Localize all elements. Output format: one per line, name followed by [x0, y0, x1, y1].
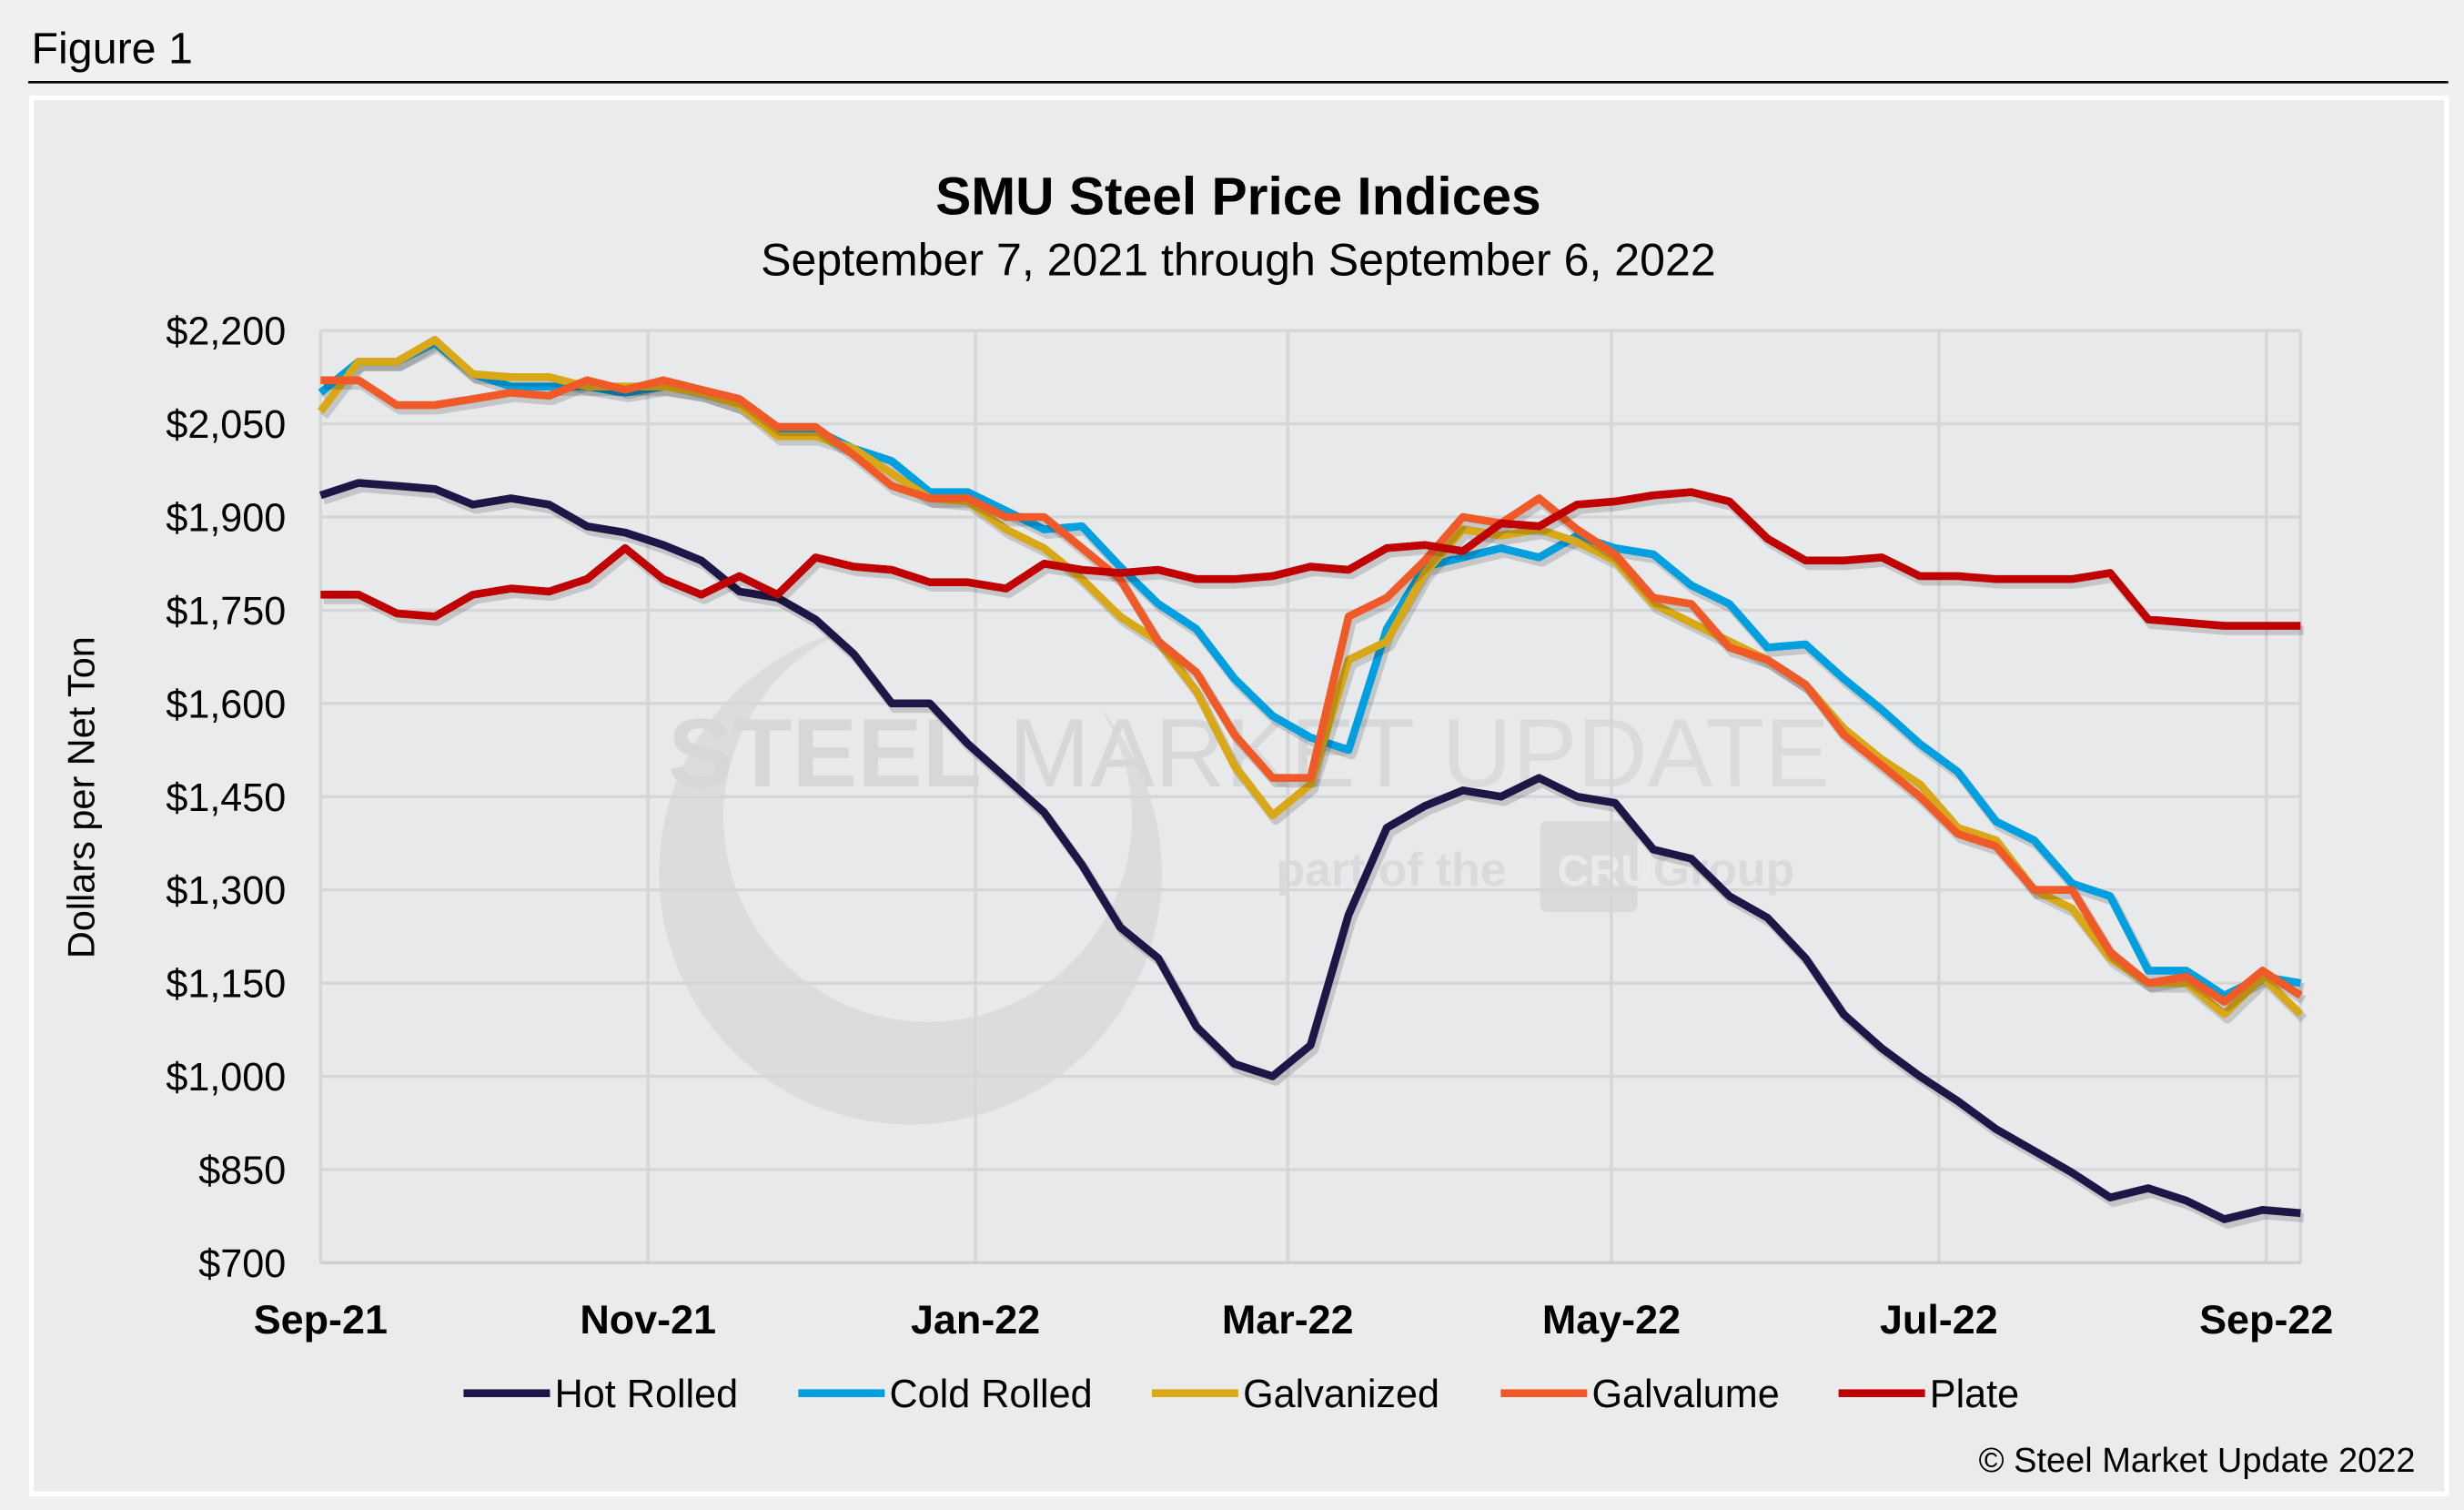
y-tick-label: $1,450 [166, 776, 286, 820]
y-tick-label: $1,600 [166, 683, 286, 726]
y-tick-label: $1,000 [166, 1056, 286, 1100]
svg-text:part of the: part of the [1276, 843, 1506, 896]
watermark-crescent-icon [659, 629, 1162, 1125]
y-tick-label: $850 [198, 1149, 286, 1192]
y-tick-label: $1,150 [166, 963, 286, 1007]
legend-label: Galvanized [1243, 1373, 1439, 1416]
series-line-hot-rolled [318, 479, 2301, 1223]
y-axis-ticks: $700 $850 $1,000 $1,150 $1,300 $1,450 $1,600 $1… [166, 310, 286, 1286]
legend: Hot Rolled Cold Rolled Galvanized Galvalume… [463, 1373, 2019, 1416]
y-tick-label: $2,200 [166, 310, 286, 354]
figure-label: Figure 1 [32, 25, 193, 74]
legend-label: Plate [1930, 1373, 2019, 1416]
y-tick-label: $1,750 [166, 590, 286, 633]
y-tick-label: $2,050 [166, 403, 286, 447]
legend-item-plate: Plate [1838, 1373, 2019, 1416]
x-tick-label: Nov-21 [580, 1296, 716, 1343]
legend-item-galvalume: Galvalume [1500, 1373, 1780, 1416]
y-axis-label: Dollars per Net Ton [60, 636, 103, 958]
y-tick-label: $1,900 [166, 497, 286, 541]
x-axis-ticks: Sep-21 Nov-21 Jan-22 Mar-22 May-22 Jul-22 Sep-… [254, 1296, 2334, 1343]
svg-text:CRU: CRU [1557, 846, 1652, 896]
legend-item-cold-rolled: Cold Rolled [798, 1373, 1093, 1416]
x-tick-label: Sep-21 [254, 1296, 388, 1343]
chart-title: SMU Steel Price Indices [935, 167, 1541, 226]
series-line-galvalume [320, 376, 2303, 1006]
x-tick-label: Jan-22 [911, 1296, 1040, 1343]
legend-item-hot-rolled: Hot Rolled [463, 1373, 738, 1416]
x-tick-label: Sep-22 [2199, 1296, 2333, 1343]
series-line-plate [320, 488, 2301, 630]
legend-label: Cold Rolled [890, 1373, 1093, 1416]
legend-item-galvanized: Galvanized [1151, 1373, 1439, 1416]
y-tick-label: $700 [198, 1242, 286, 1286]
copyright: © Steel Market Update 2022 [1979, 1442, 2416, 1480]
legend-label: Hot Rolled [555, 1373, 739, 1416]
legend-label: Galvalume [1591, 1373, 1779, 1416]
x-tick-label: Mar-22 [1222, 1296, 1354, 1343]
x-tick-label: Jul-22 [1880, 1296, 1998, 1343]
chart-subtitle: September 7, 2021 through September 6, 2… [761, 235, 1716, 286]
y-tick-label: $1,300 [166, 869, 286, 913]
grid [318, 329, 2303, 1265]
x-tick-label: May-22 [1542, 1296, 1681, 1343]
series-lines [317, 336, 2307, 1229]
